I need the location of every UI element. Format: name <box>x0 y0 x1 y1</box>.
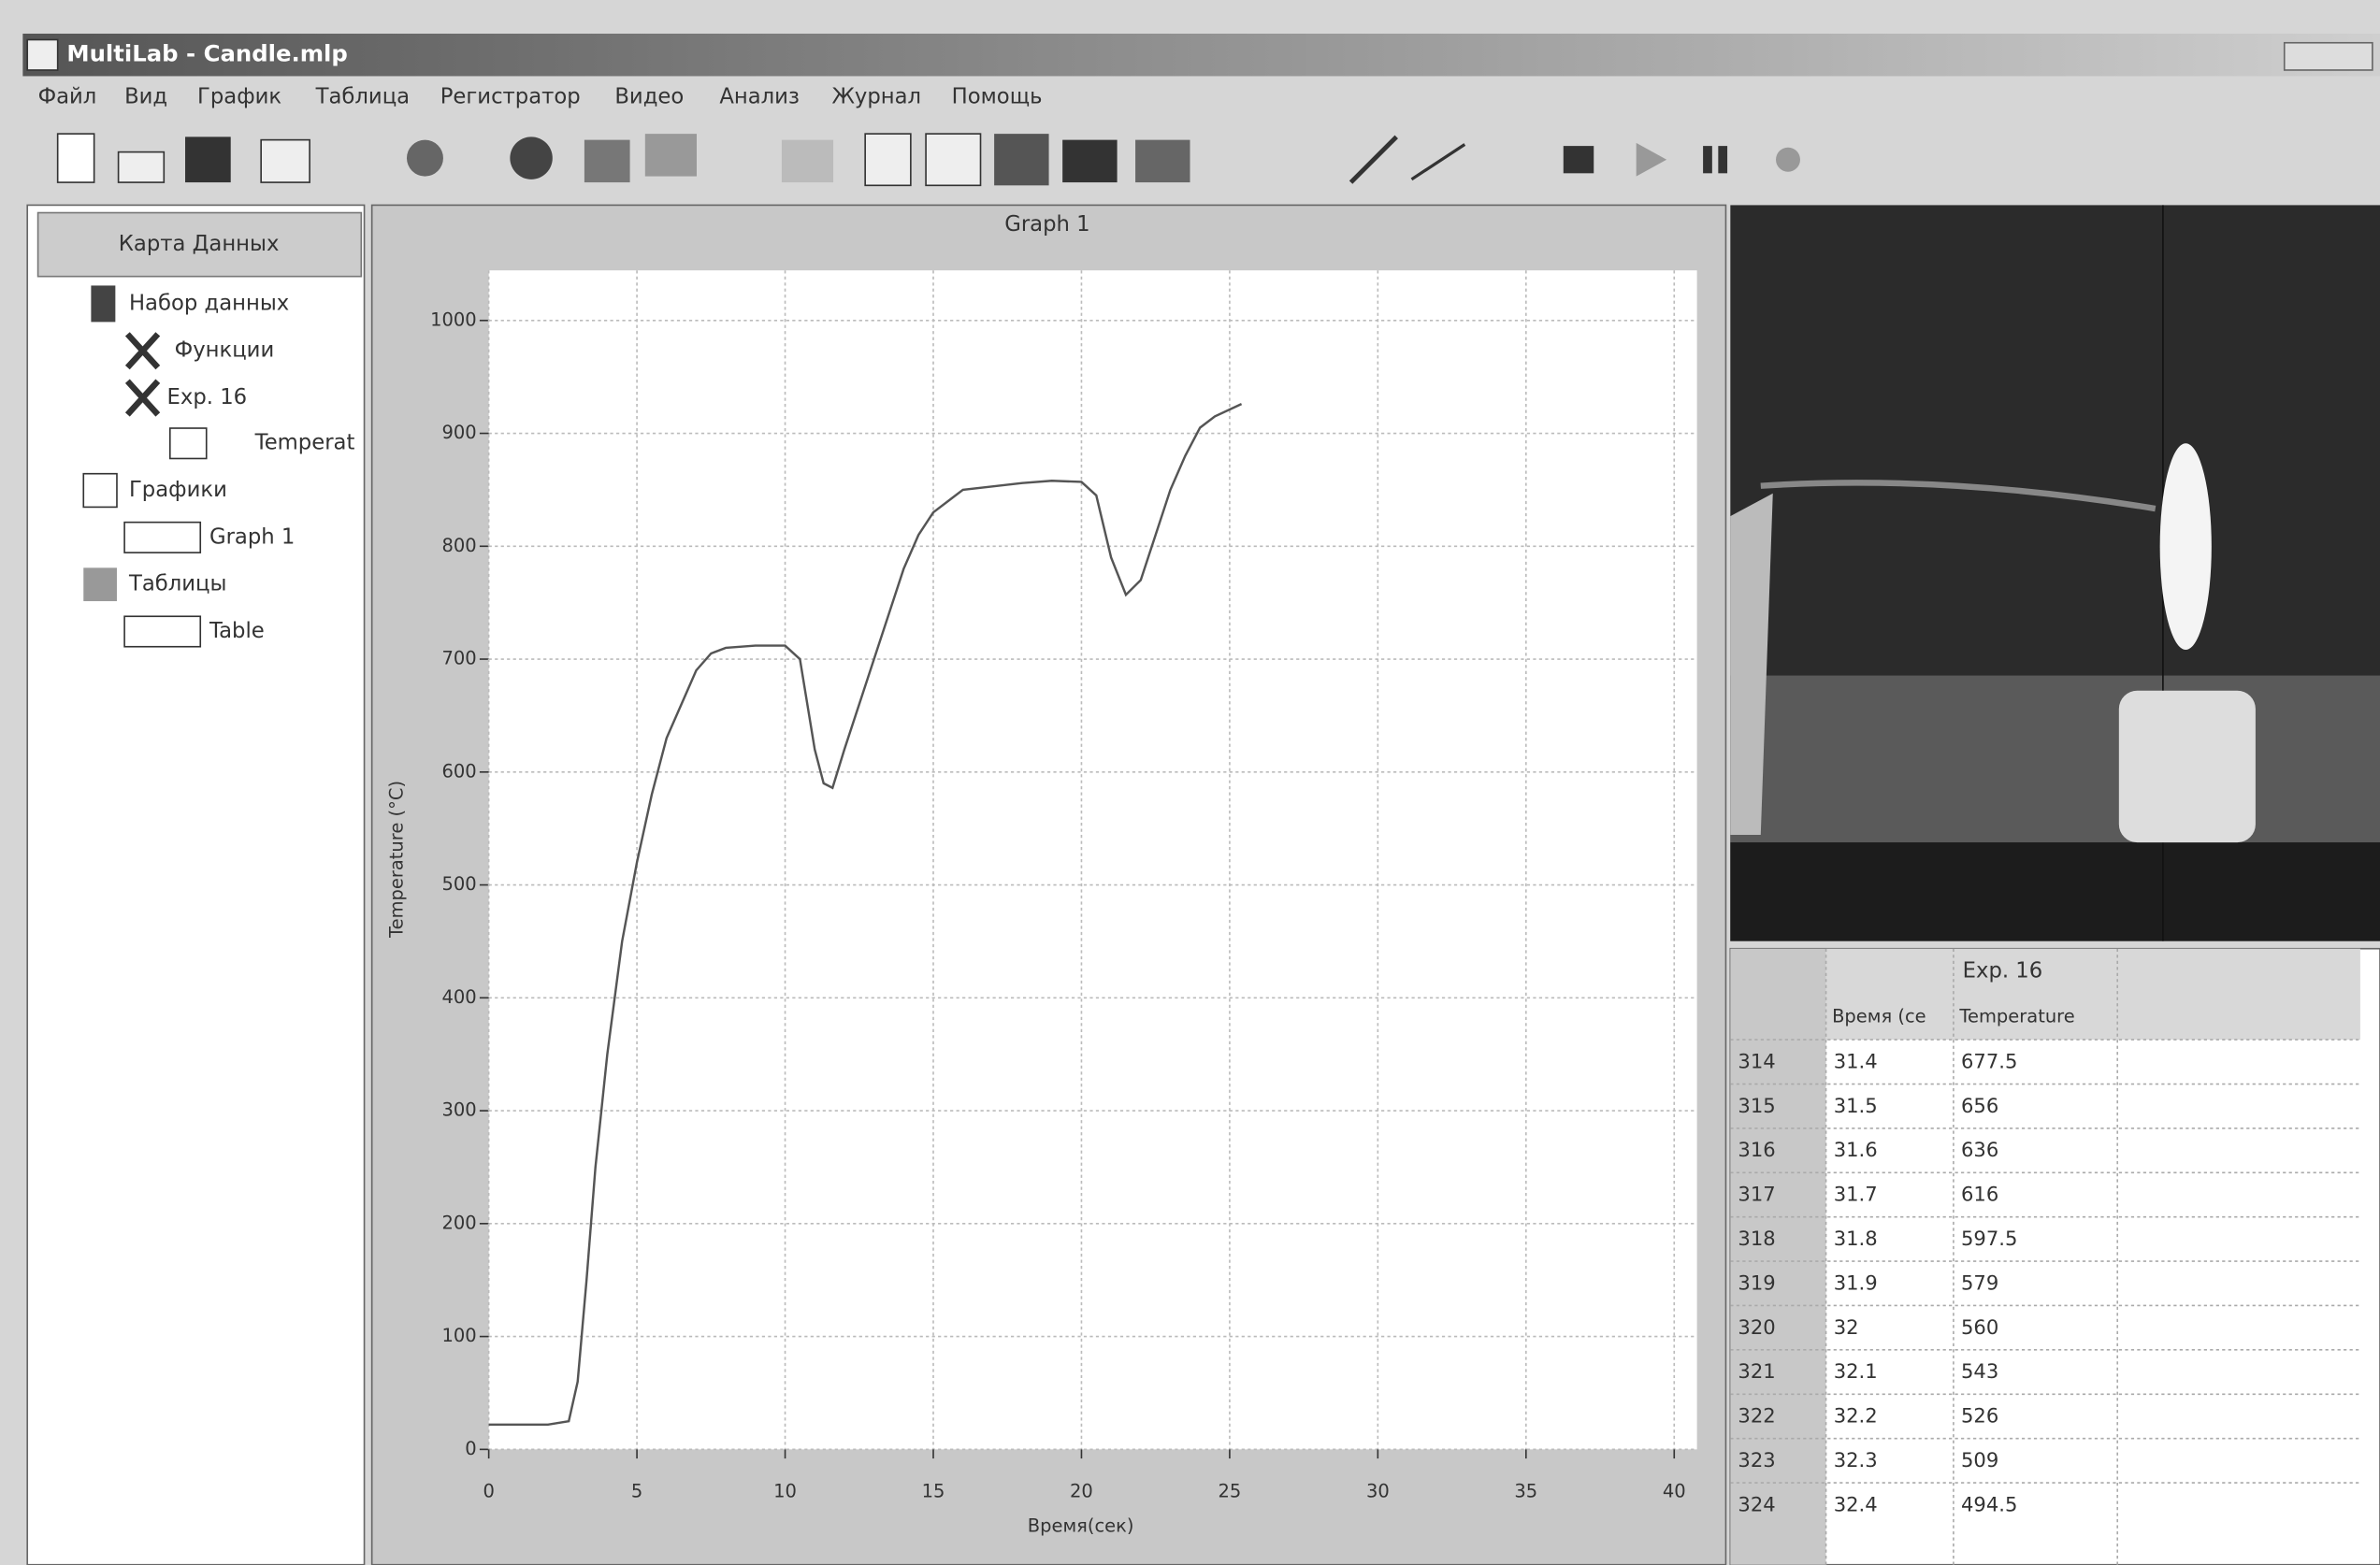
table-cell: 317 <box>1738 1183 1775 1206</box>
y-tick-label: 1000 <box>430 309 477 330</box>
x-tick-label: 0 <box>483 1480 494 1501</box>
table-cell: 579 <box>1961 1271 1998 1294</box>
menu-bar: Файл Вид График Таблица Регистратор Видео Анал… <box>38 85 1043 109</box>
column-name: Время (се <box>1832 1005 1926 1027</box>
tree-item[interactable]: Graph 1 <box>209 524 295 549</box>
table-cell: 543 <box>1961 1359 1998 1383</box>
table-cell: 616 <box>1961 1183 1998 1206</box>
table-cell: 677.5 <box>1961 1049 2017 1072</box>
x-tick-label: 25 <box>1219 1480 1242 1501</box>
table-cell: 323 <box>1738 1448 1775 1472</box>
table-cell: 526 <box>1961 1404 1998 1428</box>
table-group: Exp. 16 <box>1963 959 2043 984</box>
tree-item[interactable]: Exp. 16 <box>167 385 248 409</box>
table-cell: 656 <box>1961 1094 1998 1117</box>
menu-item[interactable]: Таблица <box>315 85 410 109</box>
table-cell: 316 <box>1738 1138 1775 1161</box>
table-cell: 32.3 <box>1834 1448 1878 1472</box>
page: MultiLab - Candle.mlp Файл Вид График Табли… <box>0 0 2380 1565</box>
table-cell: 321 <box>1738 1359 1775 1383</box>
title-bar <box>22 34 2380 76</box>
screen: MultiLab - Candle.mlp Файл Вид График Табли… <box>0 0 2380 1565</box>
x-tick-label: 20 <box>1070 1480 1093 1501</box>
y-tick-label: 200 <box>441 1212 476 1233</box>
menu-item[interactable]: Вид <box>124 85 167 109</box>
y-tick-label: 600 <box>441 760 476 782</box>
x-axis-label: Время(сек) <box>1028 1515 1134 1537</box>
table-cell: 32 <box>1834 1315 1859 1339</box>
y-axis-label: Temperature (°C) <box>386 781 408 939</box>
table-cell: 319 <box>1738 1271 1775 1294</box>
video-panel <box>1730 205 2380 940</box>
x-tick-label: 15 <box>922 1480 945 1501</box>
x-tick-label: 5 <box>631 1480 642 1501</box>
tree-item[interactable]: Графики <box>129 478 227 502</box>
menu-item[interactable]: Помощь <box>952 85 1043 109</box>
table-cell: 560 <box>1961 1315 1998 1339</box>
table-cell: 31.6 <box>1834 1138 1878 1161</box>
table-cell: 32.2 <box>1834 1404 1878 1428</box>
x-tick-label: 40 <box>1663 1480 1686 1501</box>
plot-area <box>489 270 1697 1449</box>
x-tick-label: 10 <box>773 1480 797 1501</box>
table-cell: 315 <box>1738 1094 1775 1117</box>
menu-item[interactable]: Журнал <box>831 85 921 109</box>
table-cell: 314 <box>1738 1049 1775 1072</box>
table-cell: 324 <box>1738 1492 1775 1515</box>
table-cell: 31.4 <box>1834 1049 1878 1072</box>
tree-item[interactable]: Функции <box>175 338 275 363</box>
y-tick-label: 400 <box>441 986 476 1008</box>
table-cell: 318 <box>1738 1227 1775 1250</box>
table-cell: 636 <box>1961 1138 1998 1161</box>
menu-item[interactable]: Файл <box>38 85 97 109</box>
y-tick-label: 300 <box>441 1099 476 1121</box>
y-tick-label: 100 <box>441 1325 476 1346</box>
window-title: MultiLab - Candle.mlp <box>66 40 347 67</box>
graph-title: Graph 1 <box>1004 212 1089 237</box>
x-tick-label: 30 <box>1366 1480 1390 1501</box>
tree-item[interactable]: Набор данных <box>129 291 289 315</box>
y-tick-label: 0 <box>465 1438 476 1459</box>
menu-item[interactable]: Анализ <box>719 85 800 109</box>
table-cell: 509 <box>1961 1448 1998 1472</box>
tree-item[interactable]: Таблицы <box>128 572 227 596</box>
table-cell: 32.4 <box>1834 1492 1878 1515</box>
y-tick-label: 500 <box>441 873 476 895</box>
window-controls[interactable] <box>2285 43 2373 70</box>
app-icon <box>27 39 57 69</box>
menu-item[interactable]: График <box>197 85 281 109</box>
table-cell: 494.5 <box>1961 1492 2017 1515</box>
toolbar <box>58 134 1800 185</box>
x-tick-label: 35 <box>1514 1480 1537 1501</box>
table-cell: 31.5 <box>1834 1094 1878 1117</box>
menu-item[interactable]: Регистратор <box>440 85 581 109</box>
tree-item[interactable]: Temperat <box>254 431 355 455</box>
y-tick-label: 700 <box>441 648 476 669</box>
table-panel <box>1730 949 2380 1565</box>
column-name: Temperature <box>1958 1005 2074 1027</box>
table-cell: 31.7 <box>1834 1183 1878 1206</box>
table-cell: 597.5 <box>1961 1227 2017 1250</box>
tree-item[interactable]: Table <box>209 619 265 643</box>
table-cell: 31.9 <box>1834 1271 1878 1294</box>
data-map-title: Карта Данных <box>119 232 280 256</box>
row-header <box>1730 949 1825 1565</box>
table-cell: 32.1 <box>1834 1359 1878 1383</box>
table-cell: 31.8 <box>1834 1227 1878 1250</box>
y-tick-label: 800 <box>441 535 476 556</box>
y-tick-label: 900 <box>441 422 476 443</box>
table-cell: 322 <box>1738 1404 1775 1428</box>
menu-item[interactable]: Видео <box>614 85 684 109</box>
table-cell: 320 <box>1738 1315 1775 1339</box>
